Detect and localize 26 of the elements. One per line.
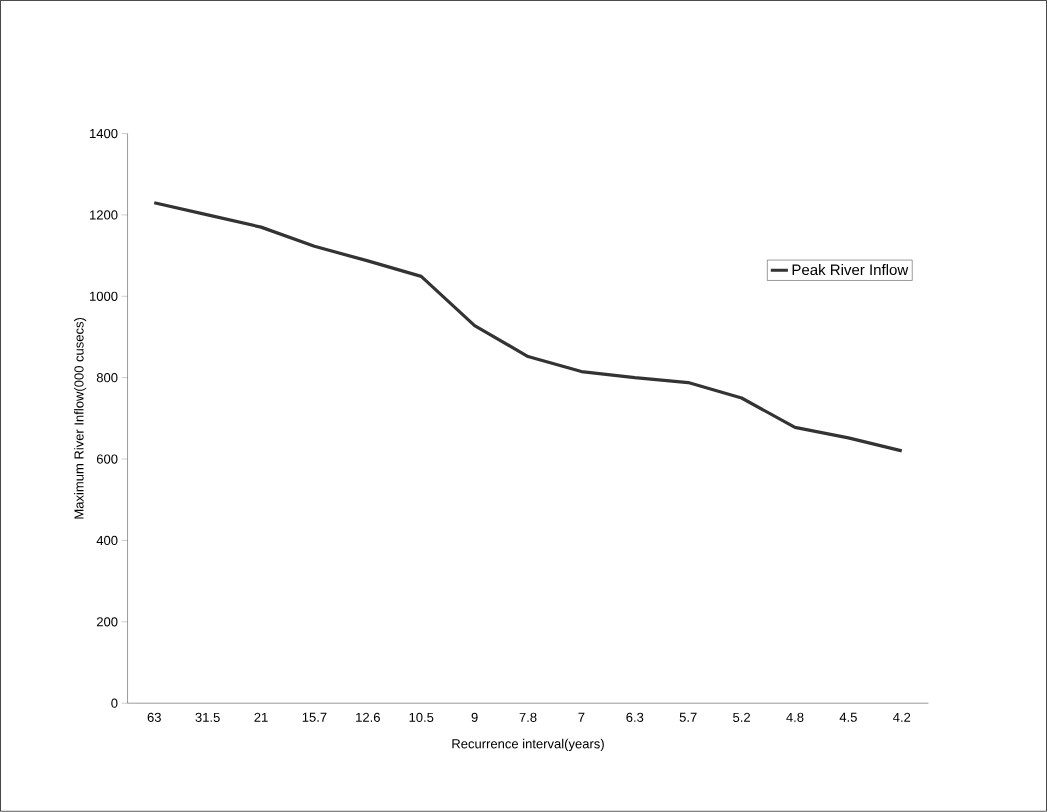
y-tick-label: 1000 (90, 291, 118, 302)
y-tick-label: 400 (96, 535, 118, 546)
x-tick-label: 12.6 (356, 712, 380, 723)
x-tick-label: 5.7 (679, 712, 697, 722)
x-tick-label: 10.5 (409, 712, 434, 723)
y-tick-label: 200 (96, 617, 118, 627)
y-tick-label: 1400 (90, 129, 118, 139)
x-tick-label: 6.3 (626, 712, 644, 723)
y-tick-label: 0 (111, 698, 118, 708)
y-tick-label: 600 (96, 454, 118, 464)
x-tick-label: 63 (147, 712, 161, 723)
legend-label: Peak River Inflow (792, 264, 909, 276)
y-tick-label: 1200 (90, 210, 118, 220)
x-tick-label: 7.8 (519, 712, 537, 723)
y-tick-label: 800 (96, 373, 118, 383)
x-tick-label: 9 (471, 712, 478, 723)
x-tick-label: 4.8 (786, 712, 804, 723)
x-tick-label: 4.5 (839, 712, 857, 722)
x-tick-label: 5.2 (733, 712, 750, 723)
x-tick-label: 31.5 (195, 712, 220, 723)
x-tick-label: 7 (578, 712, 585, 722)
x-tick-label: 4.2 (893, 712, 911, 722)
x-tick-label: 21 (254, 712, 268, 722)
y-axis-title: Maximum River Inflow(000 cusecs) (74, 318, 87, 519)
x-axis-title: Recurrence interval(years) (452, 738, 604, 752)
x-tick-label: 15.7 (302, 712, 327, 722)
